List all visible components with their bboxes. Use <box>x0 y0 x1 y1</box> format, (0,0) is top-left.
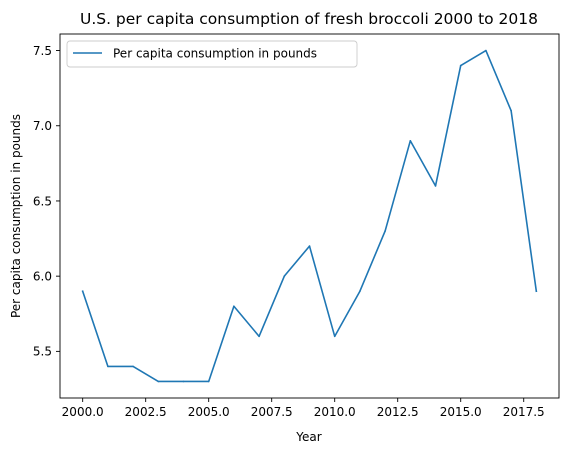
data-point <box>409 139 412 142</box>
legend-label: Per capita consumption in pounds <box>113 47 317 61</box>
y-axis-ticks: 5.5 6.0 6.5 7.0 7.5 <box>33 44 60 359</box>
data-point <box>459 64 462 67</box>
plot-area <box>60 34 559 398</box>
data-point <box>333 335 336 338</box>
data-point <box>434 185 437 187</box>
x-tick-label: 2000.0 <box>62 405 104 419</box>
x-axis-label: Year <box>295 430 321 444</box>
data-point <box>359 290 361 293</box>
data-point <box>207 380 210 383</box>
y-tick-label: 5.5 <box>33 345 52 359</box>
data-point <box>157 380 160 383</box>
legend: Per capita consumption in pounds <box>66 40 358 68</box>
data-point <box>107 365 109 368</box>
data-point <box>233 305 235 308</box>
data-point <box>81 290 84 293</box>
data-point <box>132 365 134 368</box>
x-tick-label: 2015.0 <box>440 405 482 419</box>
legend-box <box>66 40 358 68</box>
data-point <box>535 290 538 293</box>
chart-title: U.S. per capita consumption of fresh bro… <box>80 10 538 28</box>
data-point <box>384 230 386 232</box>
y-tick-label: 7.0 <box>33 119 52 133</box>
data-point <box>308 245 311 247</box>
data-point <box>258 335 260 338</box>
x-tick-label: 2007.5 <box>251 405 293 419</box>
x-tick-label: 2017.5 <box>503 405 545 419</box>
y-tick-label: 6.5 <box>33 194 52 208</box>
data-point <box>182 380 185 383</box>
y-axis-label: Per capita consumption in pounds <box>9 114 23 318</box>
x-axis-ticks: 2000.0 2002.5 2005.0 2007.5 2010.0 2012.5 2015… <box>62 398 545 419</box>
series-layer <box>81 49 538 383</box>
data-point <box>485 49 487 52</box>
data-point <box>510 109 512 112</box>
x-tick-label: 2010.0 <box>314 405 356 419</box>
x-tick-label: 2002.5 <box>125 405 167 419</box>
x-tick-label: 2012.5 <box>377 405 419 419</box>
y-tick-label: 6.0 <box>33 269 52 283</box>
data-point <box>283 275 286 277</box>
x-tick-label: 2005.0 <box>188 405 230 419</box>
plot-frame <box>59 33 560 399</box>
y-tick-label: 7.5 <box>33 44 52 58</box>
